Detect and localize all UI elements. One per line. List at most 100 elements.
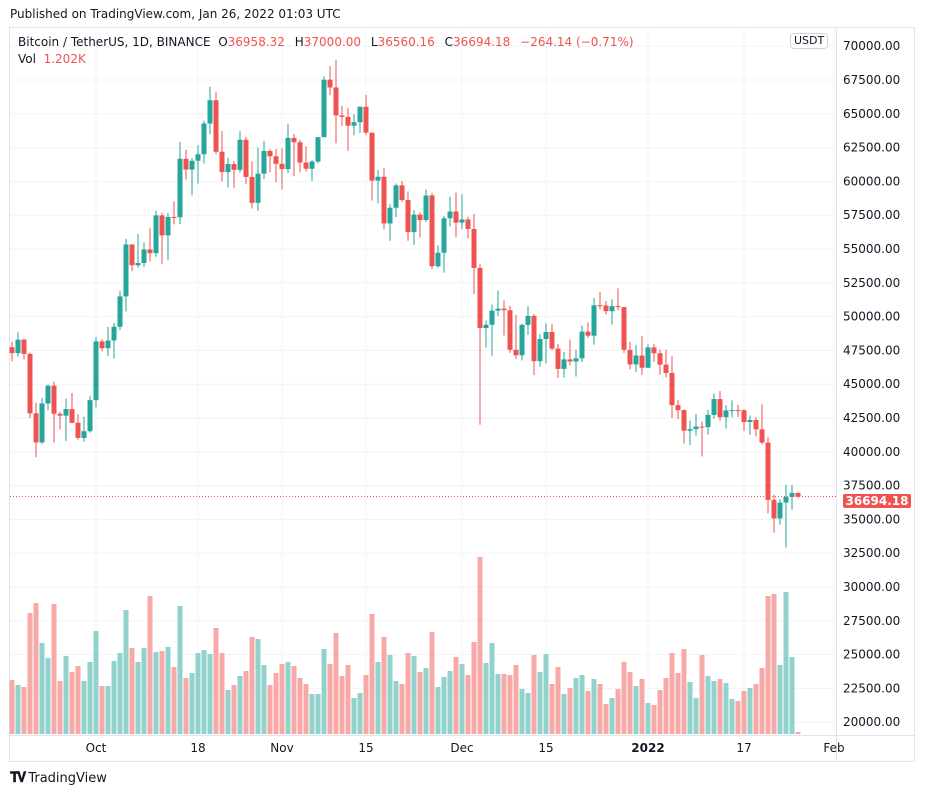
time-tick-label: 17 [736,741,751,755]
ohlc-legend: Bitcoin / TetherUS, 1D, BINANCE O36958.3… [18,35,640,49]
candle-body [171,216,177,218]
candle-body [477,267,483,329]
candle-body [165,216,171,236]
volume-bar [675,673,681,734]
candle-body [543,331,549,340]
volume-bar [681,649,687,734]
volume-bar [771,594,777,734]
candle-body [795,492,801,497]
volume-bar [621,662,627,734]
volume-bar [351,698,357,734]
volume-bar [381,637,387,734]
change-value: −264.14 (−0.71%) [520,35,634,49]
candle-body [561,359,567,369]
candle-body [429,195,435,267]
candle-body [321,79,327,138]
candle-body [279,163,285,170]
volume-bar [147,596,153,734]
candle-body [669,372,675,406]
volume-bar [729,699,735,734]
volume-bar [279,664,285,734]
candle-body [375,176,381,181]
candle-body [423,195,429,221]
volume-bar [429,632,435,734]
grid [10,28,836,735]
brand-name: TradingView [28,770,107,786]
candle-body [699,426,705,428]
volume-bar [735,701,741,734]
volume-bar [309,694,315,734]
volume-bar [723,683,729,734]
volume-bar [633,686,639,734]
candle-body [363,106,369,133]
price-tick-label: 52500.00 [843,276,900,290]
candle-body [255,173,261,203]
candle-body [21,339,27,354]
tradingview-logo-icon: 𝐓𝐕 [10,770,26,786]
candle-body [525,315,531,325]
candle-body [519,324,525,356]
volume-bar [531,655,537,734]
volume-bar [387,655,393,734]
volume-bar [561,694,567,734]
candle-body [207,100,213,124]
candle-body [93,341,99,401]
currency-button[interactable]: USDT [790,33,829,49]
candle-body [507,310,513,350]
high-label: H [294,35,304,49]
price-tick-label: 37500.00 [843,479,900,493]
candle-body [675,405,681,411]
time-tick-label: 18 [190,741,205,755]
candle-body [621,307,627,350]
volume-bar [753,684,759,734]
open-label: O [218,35,228,49]
high-value: 37000.00 [303,35,362,49]
volume-bar [93,631,99,734]
volume-bar [357,693,363,734]
candle-body [567,359,573,362]
footer-brand[interactable]: 𝐓𝐕 TradingView [10,770,107,786]
volume-bar [483,663,489,734]
candle-body [117,296,123,327]
candle-body [645,347,651,368]
candle-body [663,364,669,373]
volume-bar [423,668,429,734]
volume-bar [297,678,303,734]
candle-body [387,207,393,224]
candle-body [537,339,543,362]
candle-body [81,431,87,438]
volume-bar [609,698,615,734]
price-tick-label: 25000.00 [843,648,900,662]
volume-bar [303,684,309,734]
volume-bar [375,662,381,734]
candle-body [345,116,351,126]
candle-body [291,137,297,143]
price-tick-label: 62500.00 [843,141,900,155]
candle-body [9,347,15,354]
candle-body [39,403,45,443]
candle-body [501,308,507,311]
volume-bar [171,667,177,734]
candle-body [273,156,279,164]
candle-body [147,249,153,254]
candle-body [651,347,657,354]
price-tick-label: 42500.00 [843,411,900,425]
volume-bar [411,656,417,734]
candle-body [315,137,321,162]
candle-body [633,355,639,365]
candle-body [711,399,717,415]
candle-body [189,160,195,170]
volume-bar [69,672,75,734]
candle-body [579,331,585,359]
close-value: 36694.18 [453,35,511,49]
volume-bar [111,661,117,734]
volume-bar [597,684,603,734]
time-tick-label: 15 [358,741,373,755]
volume-bar [369,614,375,734]
candle-body [15,339,21,354]
candle-body [51,385,57,414]
volume-bar [27,613,33,734]
candle-body [351,122,357,126]
candle-body [33,413,39,443]
